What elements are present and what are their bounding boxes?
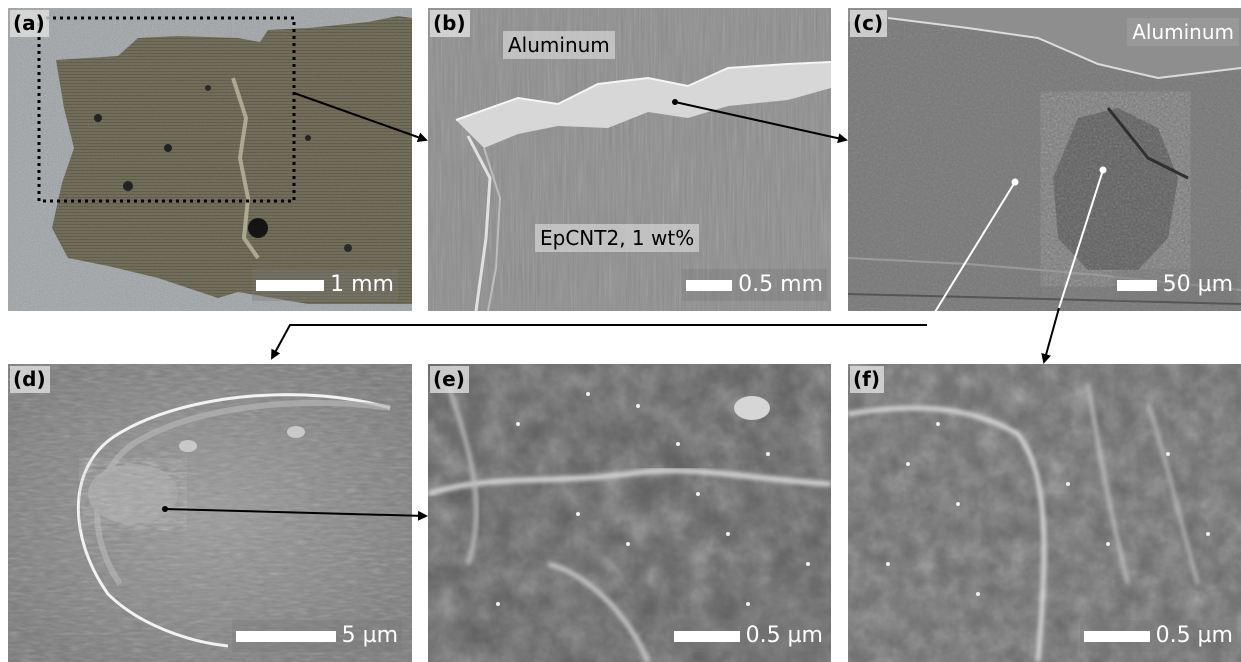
panel-e: (e) 0.5 µm — [428, 364, 831, 662]
panel-a-label: (a) — [10, 10, 49, 37]
scale-bar-text: 0.5 µm — [746, 622, 823, 650]
scale-bar-text: 0.5 mm — [738, 271, 823, 299]
scale-bar-line — [236, 631, 336, 642]
scale-bar-text: 0.5 µm — [1156, 622, 1233, 650]
panel-c-label: (c) — [850, 10, 887, 37]
panel-a-scale-bar: 1 mm — [252, 269, 398, 301]
panel-d-image — [8, 364, 412, 662]
panel-e-scale-bar: 0.5 µm — [670, 620, 827, 652]
panel-f-image — [848, 364, 1241, 662]
panel-c-image — [848, 8, 1241, 311]
panel-b-label: (b) — [430, 10, 470, 37]
scale-bar-text: 1 mm — [330, 271, 394, 299]
panel-b-top-label: Aluminum — [503, 31, 615, 59]
panel-d: (d) 5 µm — [8, 364, 412, 662]
panel-e-label: (e) — [430, 366, 469, 393]
scale-bar-text: 50 µm — [1163, 271, 1233, 299]
panel-d-label: (d) — [10, 366, 50, 393]
panel-c-top-label: Aluminum — [1127, 18, 1239, 46]
panel-d-scale-bar: 5 µm — [232, 620, 402, 652]
scale-bar-line — [686, 280, 732, 291]
panel-b-scale-bar: 0.5 mm — [682, 269, 827, 301]
scale-bar-line — [1117, 280, 1157, 291]
panel-f: (f) 0.5 µm — [848, 364, 1241, 662]
panel-c: (c) Aluminum 50 µm — [848, 8, 1241, 311]
panel-a-image — [8, 8, 412, 311]
panel-b-image — [428, 8, 831, 311]
scale-bar-line — [674, 631, 740, 642]
panel-f-label: (f) — [850, 366, 884, 393]
panel-b-bottom-label: EpCNT2, 1 wt% — [535, 224, 699, 252]
panel-a: (a) 1 mm — [8, 8, 412, 311]
panel-b: (b) Aluminum EpCNT2, 1 wt% 0.5 mm — [428, 8, 831, 311]
scale-bar-line — [1084, 631, 1150, 642]
panel-e-image — [428, 364, 831, 662]
scale-bar-text: 5 µm — [342, 622, 398, 650]
scale-bar-line — [256, 280, 324, 291]
panel-f-scale-bar: 0.5 µm — [1080, 620, 1237, 652]
panel-c-scale-bar: 50 µm — [1113, 269, 1237, 301]
